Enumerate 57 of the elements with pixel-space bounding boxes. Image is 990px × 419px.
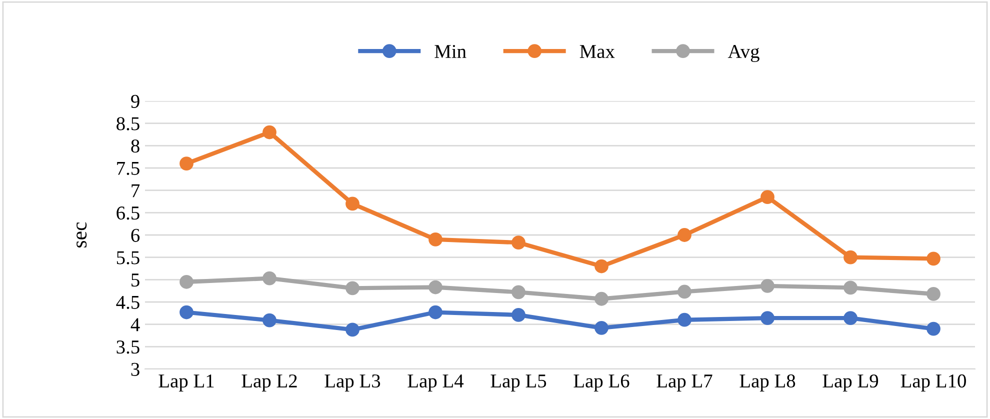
point	[760, 190, 774, 204]
y-tick-label: 6	[131, 228, 140, 242]
y-tick-label: 4	[130, 318, 140, 332]
point	[678, 284, 692, 299]
point	[760, 311, 774, 326]
point	[346, 196, 360, 211]
point	[678, 312, 692, 327]
y-axis-title: sec	[76, 222, 87, 248]
point	[844, 280, 858, 295]
x-tick-label: Lap L6	[574, 374, 630, 392]
y-tick-label: 5	[132, 274, 140, 287]
x-tick-label: Lap L7	[656, 374, 712, 392]
point	[926, 287, 940, 301]
point	[678, 228, 692, 242]
point	[512, 285, 526, 300]
point	[262, 271, 276, 286]
x-tick-label: Lap L1	[158, 374, 214, 392]
point	[180, 156, 194, 170]
point	[346, 322, 360, 337]
x-tick-label: Lap L2	[242, 374, 297, 392]
y-tick-label: 8.5	[116, 117, 140, 130]
point	[594, 292, 608, 306]
x-tick-label: Lap L10	[900, 374, 966, 392]
y-tick-label: 4.5	[116, 296, 140, 310]
point	[262, 125, 276, 140]
point	[346, 281, 360, 296]
y-tick-label: 3	[131, 362, 140, 376]
point	[926, 322, 940, 336]
point	[428, 232, 442, 246]
point	[926, 252, 940, 266]
y-tick-label: 7	[132, 184, 140, 198]
x-tick-label: Lap L4	[408, 374, 464, 392]
legend-label: Min	[434, 44, 466, 58]
point	[844, 250, 858, 264]
y-tick-label: 5.5	[116, 251, 140, 264]
x-tick-label: Lap L9	[822, 374, 878, 392]
point	[512, 236, 526, 250]
y-tick-label: 8	[131, 139, 140, 153]
x-tick-label: Lap L8	[740, 374, 796, 392]
legend-label: Avg	[728, 45, 760, 62]
x-tick-label: Lap L5	[490, 374, 546, 392]
y-tick-label: 6.5	[116, 206, 140, 220]
point	[180, 305, 194, 320]
point	[180, 274, 194, 289]
x-tick-label: Lap L3	[324, 374, 380, 392]
point	[512, 308, 526, 322]
point	[594, 320, 608, 335]
point	[262, 313, 276, 328]
point	[428, 305, 442, 320]
point	[428, 280, 442, 294]
point	[760, 278, 774, 293]
point	[594, 259, 608, 274]
y-tick-label: 9	[131, 94, 140, 108]
y-tick-label: 3.5	[116, 340, 140, 354]
y-tick-label: 7.5	[117, 162, 140, 176]
legend-label: Max	[580, 45, 615, 58]
point	[844, 311, 858, 326]
